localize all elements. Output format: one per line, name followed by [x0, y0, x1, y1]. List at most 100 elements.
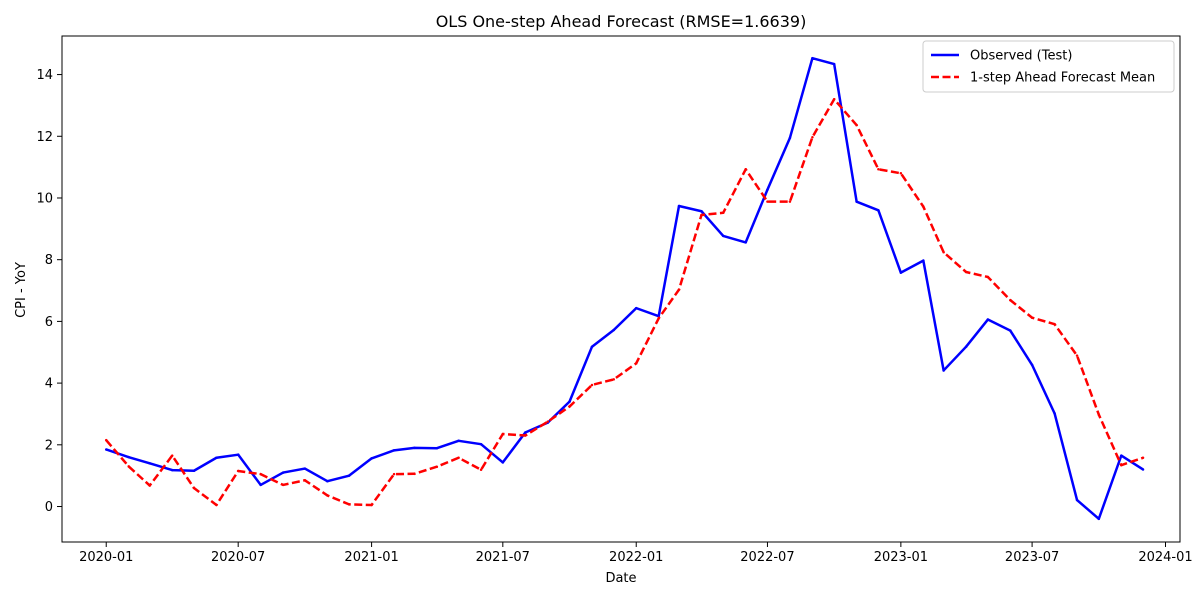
data-point [766, 200, 769, 203]
data-point [303, 467, 307, 470]
series-lines [104, 56, 1145, 521]
data-point [347, 503, 351, 506]
data-point [435, 446, 439, 450]
data-point [744, 241, 747, 244]
data-point [1097, 413, 1101, 416]
data-point [700, 213, 703, 217]
data-point [942, 369, 945, 372]
data-point [259, 472, 262, 476]
data-point [1009, 298, 1012, 302]
data-point [677, 204, 681, 208]
x-tick-label: 2023-07 [1005, 550, 1059, 565]
data-point [413, 472, 416, 476]
data-point [721, 211, 725, 215]
data-point [1053, 412, 1056, 415]
data-point [1120, 454, 1123, 457]
data-point [832, 98, 836, 101]
data-point [922, 259, 925, 262]
data-point [192, 469, 196, 472]
data-point [413, 446, 416, 450]
data-point [811, 56, 814, 60]
data-point [127, 455, 130, 459]
legend-box [922, 40, 1175, 93]
plot-frame [61, 35, 1181, 543]
data-point [986, 275, 990, 279]
x-tick-label: 2021-01 [344, 550, 398, 565]
data-point [1141, 468, 1145, 471]
data-point [1097, 517, 1101, 521]
data-point [1075, 354, 1079, 357]
y-tick-label: 14 [36, 68, 53, 83]
data-point [700, 209, 703, 213]
data-point [104, 448, 108, 451]
data-point [1075, 498, 1079, 502]
data-point [259, 483, 262, 487]
data-point [634, 306, 638, 310]
data-point [855, 123, 858, 127]
data-point [192, 486, 196, 490]
data-point [524, 434, 527, 437]
data-point [104, 438, 108, 442]
data-point [501, 461, 505, 464]
data-point [236, 453, 240, 456]
data-point [788, 200, 792, 203]
series-line-observed [105, 56, 1144, 521]
data-point [148, 484, 151, 487]
data-point [1120, 463, 1123, 467]
data-point [370, 503, 373, 507]
data-point [899, 271, 903, 274]
data-point [1009, 329, 1012, 332]
data-point [170, 454, 174, 457]
data-point [127, 465, 130, 468]
x-tick-label: 2023-01 [874, 550, 928, 565]
data-point [236, 469, 240, 473]
data-point [524, 431, 527, 434]
data-point [899, 172, 903, 175]
x-tick-label: 2024-01 [1138, 550, 1192, 565]
legend: Observed (Test) 1-step Ahead Forecast Me… [922, 40, 1175, 93]
data-point [479, 468, 483, 472]
data-point [501, 432, 505, 436]
data-point [479, 442, 483, 446]
data-point [986, 318, 990, 321]
data-point [215, 456, 218, 460]
data-point [964, 345, 968, 348]
data-point [392, 472, 396, 476]
data-point [215, 503, 218, 507]
data-point [964, 270, 968, 274]
data-point [326, 494, 329, 497]
y-tick-label: 4 [45, 377, 53, 392]
data-point [855, 200, 858, 203]
data-point [634, 362, 638, 365]
data-point [788, 136, 792, 140]
data-point [148, 462, 151, 465]
data-point [1141, 456, 1145, 460]
x-tick-label: 2020-01 [79, 550, 133, 565]
data-point [612, 328, 615, 332]
data-point [392, 449, 396, 452]
chart-title: OLS One-step Ahead Forecast (RMSE=1.6639… [436, 12, 807, 31]
data-point [721, 234, 725, 238]
data-point [922, 205, 925, 208]
y-tick-label: 0 [45, 500, 53, 515]
data-point [677, 288, 681, 291]
y-tick-label: 6 [45, 315, 53, 330]
x-tick-label: 2022-07 [740, 550, 794, 565]
legend-label-observed: Observed (Test) [970, 49, 1072, 64]
x-tick-label: 2022-01 [609, 550, 663, 565]
data-point [1030, 363, 1034, 367]
data-point [1053, 322, 1056, 326]
y-tick-label: 12 [36, 130, 53, 145]
x-tick-label: 2021-07 [476, 550, 530, 565]
x-tick-label: 2020-07 [211, 550, 265, 565]
data-point [457, 456, 460, 460]
data-point [657, 317, 660, 320]
data-point [590, 345, 594, 348]
data-point [811, 135, 814, 139]
data-point [326, 479, 329, 483]
y-tick-label: 10 [36, 191, 53, 206]
data-point [568, 400, 571, 403]
axis-ticks: 2020-01 2020-07 2021-01 2021-07 2022-01 2022-… [36, 68, 1192, 565]
series-line-forecast [105, 98, 1144, 507]
